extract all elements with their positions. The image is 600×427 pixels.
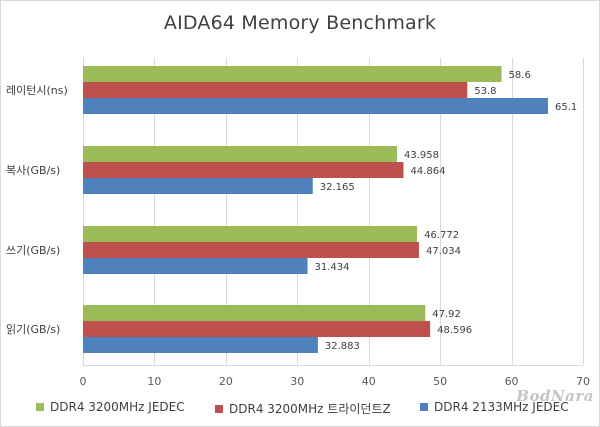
legend-label-jedec-2133: DDR4 2133MHz JEDEC [434, 400, 569, 414]
data-label-series1-cat1: 44.864 [410, 166, 445, 177]
legend-swatch-tridentz-3200 [215, 405, 223, 413]
legend-swatch-jedec-3200 [36, 403, 44, 411]
bar-series2-cat2 [83, 258, 308, 274]
bar-series1-cat2 [83, 242, 419, 258]
x-tick-label-2: 20 [219, 375, 233, 388]
bar-series0-cat1 [83, 146, 397, 162]
data-label-series0-cat2: 46.772 [424, 230, 459, 241]
bar-series1-cat0 [83, 82, 468, 98]
data-label-series2-cat3: 32.883 [325, 341, 360, 352]
legend-item-jedec-3200: DDR4 3200MHz JEDEC [36, 400, 185, 414]
data-label-series0-cat1: 43.958 [404, 150, 439, 161]
x-tick-label-3: 30 [290, 375, 304, 388]
bar-series0-cat0 [83, 66, 502, 82]
bar-series1-cat1 [83, 162, 404, 178]
bar-series0-cat2 [83, 226, 418, 242]
legend-label-jedec-3200: DDR4 3200MHz JEDEC [50, 400, 185, 414]
category-label-0: 레이턴시(ns) [6, 84, 68, 97]
category-label-1: 복사(GB/s) [6, 164, 60, 177]
bar-series2-cat0 [83, 98, 548, 114]
legend-item-jedec-2133: DDR4 2133MHz JEDEC [420, 400, 569, 414]
data-label-series0-cat3: 47.92 [432, 309, 461, 320]
legend-swatch-jedec-2133 [420, 403, 428, 411]
x-tick-label-4: 40 [362, 375, 376, 388]
data-label-series1-cat2: 47.034 [426, 246, 461, 257]
data-label-series1-cat0: 53.8 [474, 86, 496, 97]
bar-series2-cat3 [83, 337, 318, 353]
bar-series1-cat3 [83, 321, 431, 337]
data-label-series2-cat2: 31.434 [315, 262, 350, 273]
legend-label-tridentz-3200: DDR4 3200MHz 트라이던트Z [229, 402, 391, 416]
x-tick-label-5: 50 [433, 375, 447, 388]
bar-series0-cat3 [83, 305, 426, 321]
data-label-series2-cat1: 32.165 [320, 182, 355, 193]
category-label-3: 읽기(GB/s) [6, 323, 60, 336]
x-tick-label-1: 10 [147, 375, 161, 388]
x-tick-label-0: 0 [80, 375, 87, 388]
x-tick-label-7: 70 [576, 375, 590, 388]
data-label-series0-cat0: 58.6 [509, 70, 531, 81]
category-label-2: 쓰기(GB/s) [6, 244, 60, 257]
legend: DDR4 3200MHz JEDEC DDR4 3200MHz 트라이던트Z D… [0, 398, 600, 420]
bar-series2-cat1 [83, 178, 313, 194]
data-label-series1-cat3: 48.596 [437, 325, 472, 336]
watermark-logo: BodNara [516, 387, 594, 405]
chart-title: AIDA64 Memory Benchmark [163, 12, 437, 34]
x-tick-label-6: 60 [505, 375, 519, 388]
legend-item-tridentz-3200: DDR4 3200MHz 트라이던트Z [215, 400, 391, 417]
data-label-series2-cat0: 65.1 [555, 102, 577, 113]
